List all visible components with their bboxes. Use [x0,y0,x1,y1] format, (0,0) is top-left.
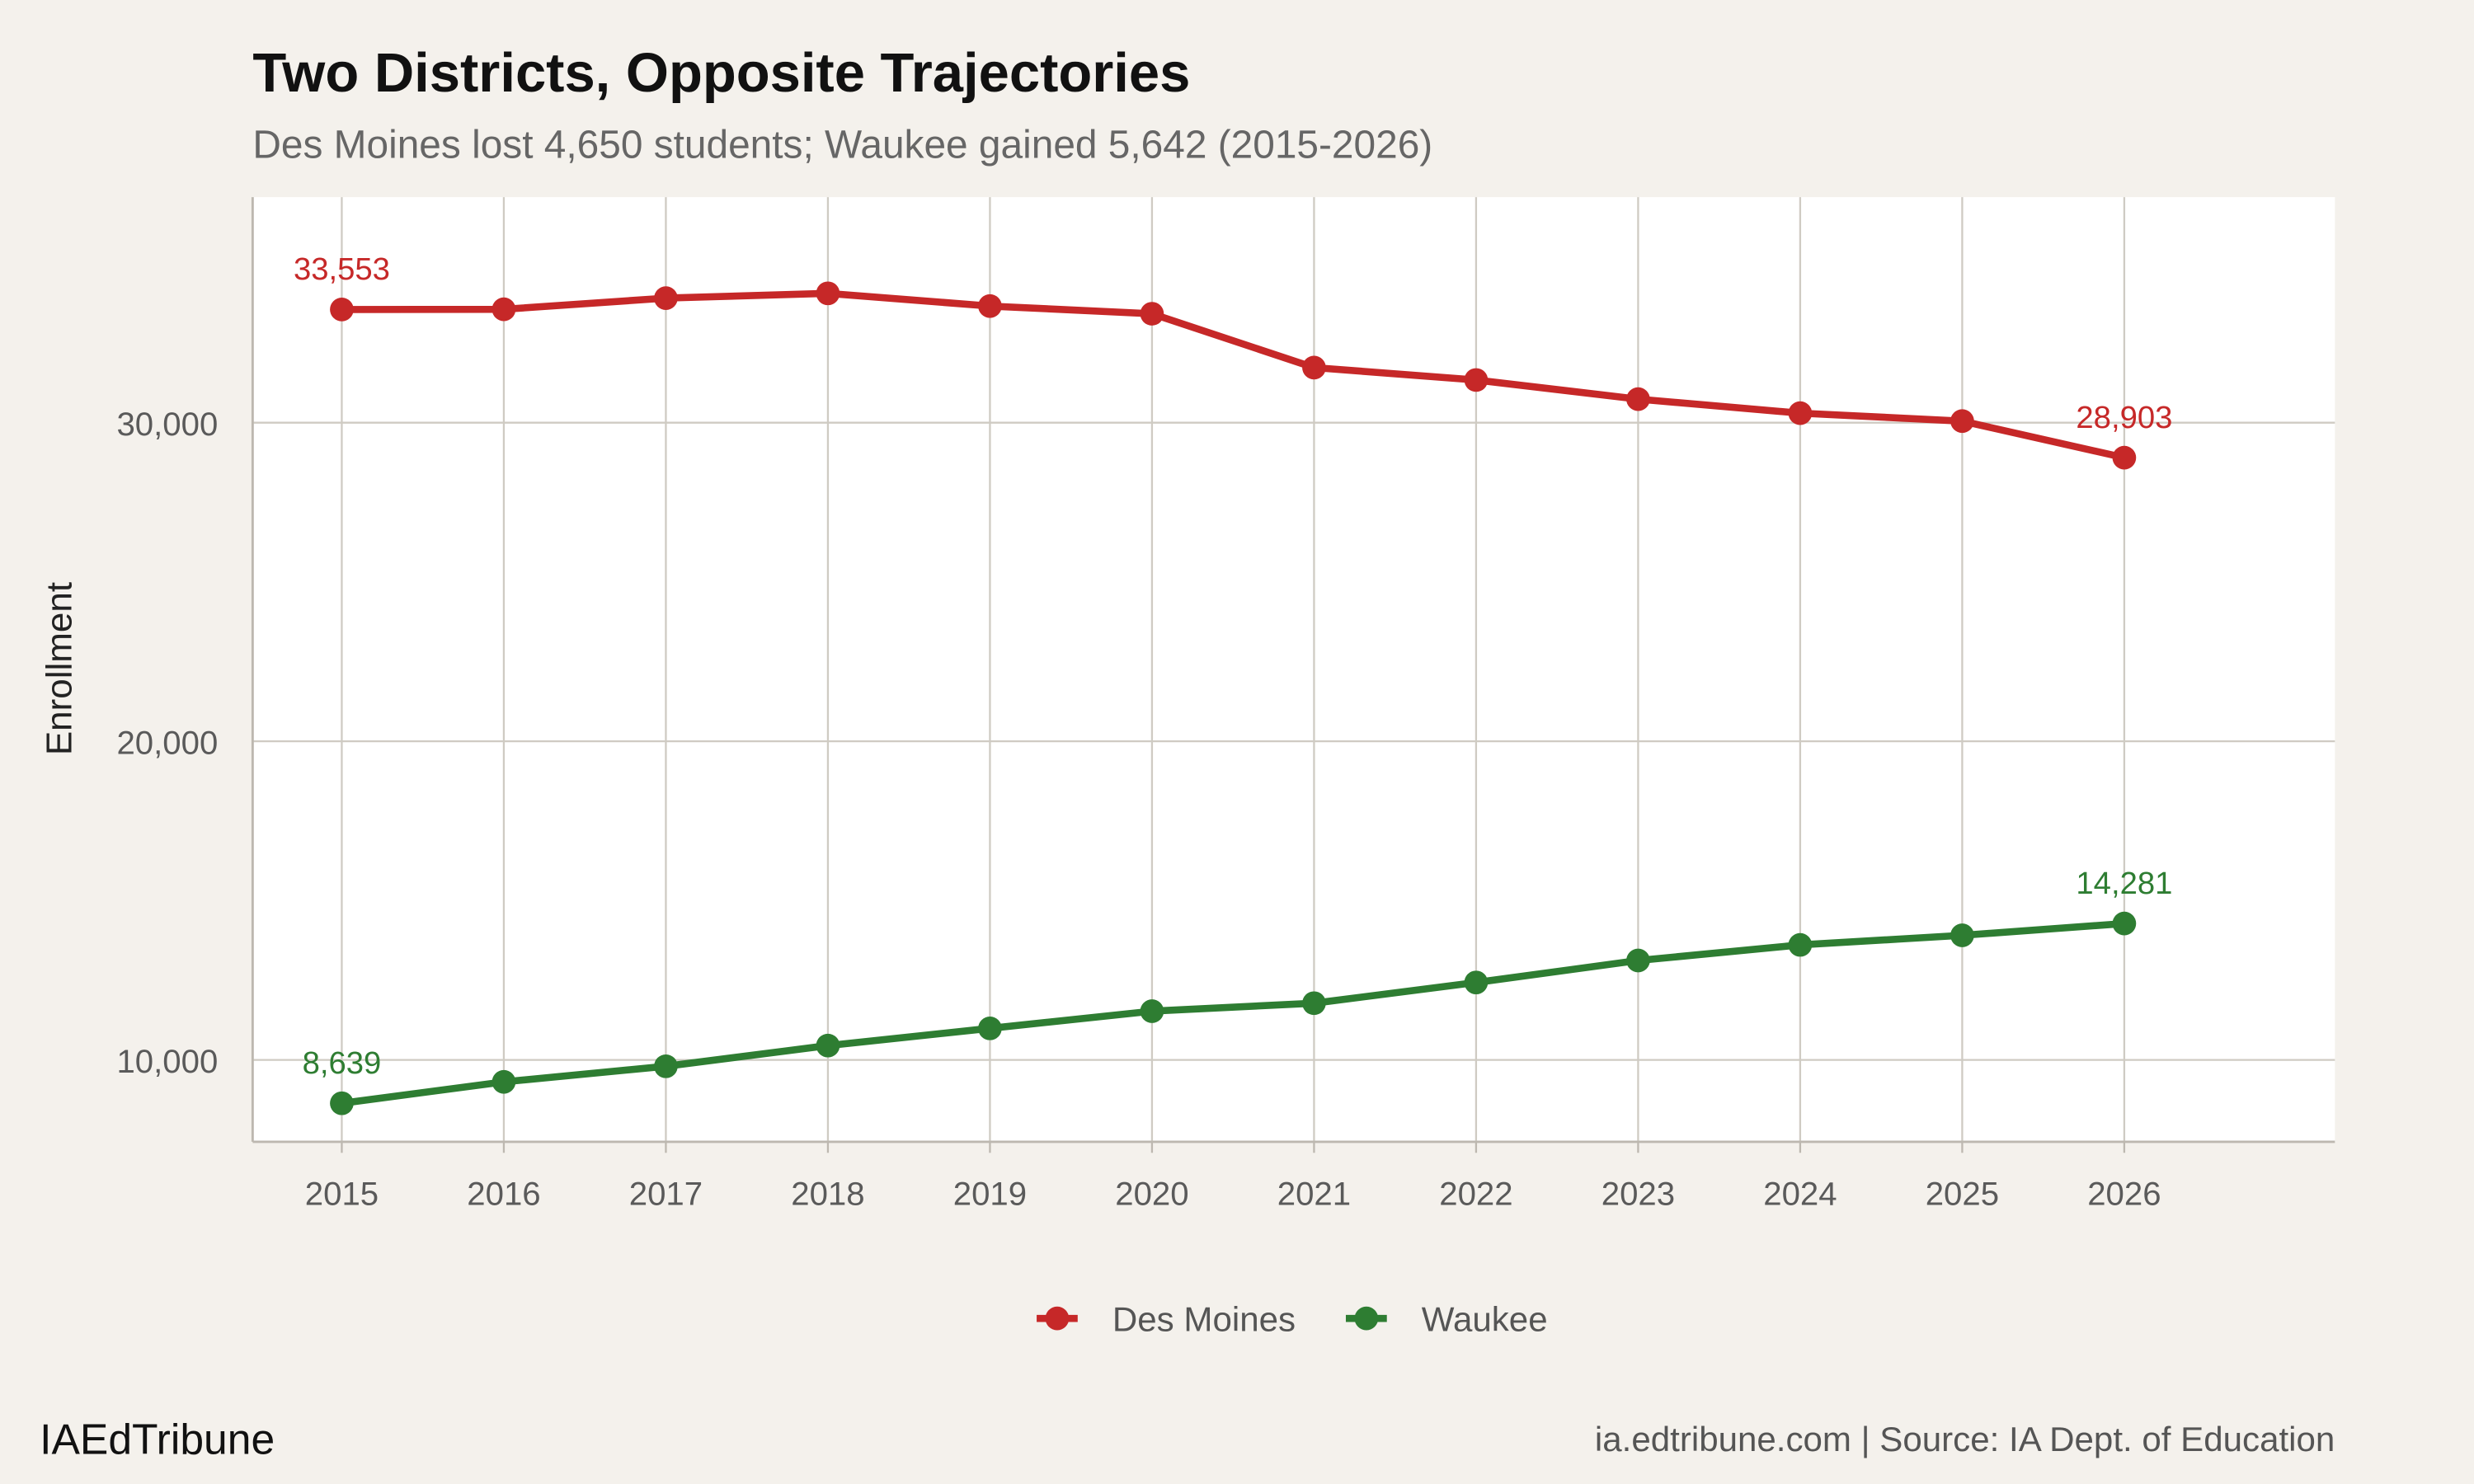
x-tick-label: 2020 [1115,1175,1188,1212]
x-tick-label: 2023 [1602,1175,1675,1212]
data-point [1302,991,1326,1016]
x-tick-label: 2018 [791,1175,864,1212]
series-layer: 33,553 28,903 8,639 14,281 [294,251,2172,1115]
data-label: 28,903 [2076,400,2172,435]
y-tick-label: 10,000 [116,1043,218,1080]
grid [252,197,2335,1142]
chart-subtitle: Des Moines lost 4,650 students; Waukee g… [252,123,1432,167]
data-point [1950,923,1974,947]
data-point [978,1016,1002,1040]
data-point [978,294,1002,318]
x-tick-label: 2017 [629,1175,703,1212]
data-point [1140,999,1164,1023]
brand-label: IAEdTribune [40,1416,275,1463]
data-point [1950,409,1974,434]
data-point [330,298,354,322]
data-label: 8,639 [303,1045,382,1081]
legend-label: Waukee [1422,1299,1548,1338]
x-tick-label: 2025 [1926,1175,1999,1212]
axis-ticks: 2015 2016 2017 2018 2019 2020 2021 2022 2023 2024… [116,406,2161,1212]
x-tick-label: 2024 [1763,1175,1837,1212]
legend-key-point [1045,1306,1070,1331]
legend-label: Des Moines [1112,1299,1296,1338]
data-point [492,297,516,322]
data-point [654,286,678,310]
series-line-des-moines [341,289,2125,462]
x-tick-label: 2015 [305,1175,379,1212]
data-point [1788,401,1813,425]
data-point [1302,355,1326,380]
data-point [816,1033,840,1058]
legend: Des Moines Waukee [1037,1299,1548,1338]
y-axis-label: Enrollment [39,582,79,755]
data-point [492,1069,516,1094]
data-point [2112,911,2137,936]
data-point [1626,948,1650,973]
x-tick-label: 2022 [1439,1175,1512,1212]
data-point [1140,302,1164,326]
x-tick-label: 2016 [467,1175,540,1212]
data-point [2112,445,2137,470]
y-tick-label: 20,000 [116,724,218,761]
x-tick-label: 2021 [1277,1175,1351,1212]
data-label: 14,281 [2076,866,2172,901]
data-point [1626,387,1650,411]
plot-panel [252,197,2335,1142]
x-tick-label: 2019 [953,1175,1027,1212]
x-tick-label: 2026 [2087,1175,2161,1212]
data-point [1788,932,1813,957]
data-point [1464,368,1489,392]
data-label: 33,553 [294,251,390,287]
source-note: ia.edtribune.com | Source: IA Dept. of E… [1595,1420,2335,1458]
data-point [654,1054,678,1078]
data-point [1464,970,1489,995]
y-tick-label: 30,000 [116,406,218,443]
chart-title: Two Districts, Opposite Trajectories [252,42,1190,104]
legend-key-point [1354,1306,1379,1331]
data-point [816,281,840,306]
data-point [330,1091,354,1115]
series-line-waukee [341,919,2125,1107]
